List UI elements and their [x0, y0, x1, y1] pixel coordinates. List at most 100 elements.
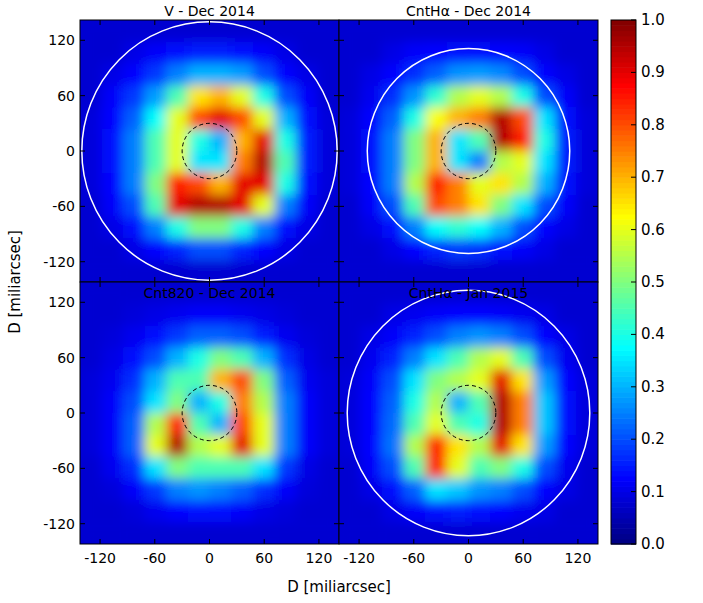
- x-tick-label: -120: [343, 550, 375, 566]
- cell: [469, 129, 491, 151]
- y-tick: [334, 357, 339, 358]
- colorbar-tick: [631, 177, 636, 178]
- cell: [123, 20, 145, 42]
- cell: [555, 326, 577, 348]
- cell: [296, 129, 318, 151]
- cell: [145, 42, 167, 64]
- colorbar-tick-label: 0.6: [641, 221, 665, 239]
- cell: [231, 151, 253, 173]
- cell: [274, 435, 296, 457]
- colorbar-step: [611, 51, 636, 57]
- cell: [210, 413, 232, 435]
- x-tick-label: 0: [205, 550, 214, 566]
- cell: [80, 217, 102, 239]
- colorbar-step: [611, 502, 636, 508]
- cell: [80, 282, 102, 304]
- colorbar-step: [611, 25, 636, 31]
- colorbar-step: [611, 308, 636, 314]
- colorbar-tick-label: 0.5: [641, 273, 665, 291]
- cell: [512, 42, 534, 64]
- cell: [382, 173, 404, 195]
- cell: [512, 173, 534, 195]
- cell: [231, 238, 253, 260]
- cell: [576, 195, 598, 217]
- cell: [533, 260, 555, 282]
- cell: [231, 195, 253, 217]
- cell: [382, 86, 404, 108]
- cell: [404, 479, 426, 501]
- cell: [317, 348, 339, 370]
- cell: [317, 479, 339, 501]
- cell: [166, 479, 188, 501]
- cell: [145, 238, 167, 260]
- cell: [123, 107, 145, 129]
- cell: [123, 129, 145, 151]
- colorbar-step: [611, 266, 636, 272]
- cell: [317, 304, 339, 326]
- x-tick: [209, 277, 210, 282]
- colorbar-step: [611, 497, 636, 503]
- colorbar-step: [611, 240, 636, 246]
- colorbar-step: [611, 277, 636, 283]
- x-tick-label: 60: [514, 550, 532, 566]
- cell: [469, 195, 491, 217]
- y-tick: [80, 40, 85, 41]
- colorbar-step: [611, 20, 636, 26]
- cell: [382, 151, 404, 173]
- cell: [512, 369, 534, 391]
- colorbar-step: [611, 298, 636, 304]
- cell: [490, 42, 512, 64]
- cell: [253, 435, 275, 457]
- cell: [145, 369, 167, 391]
- cell: [533, 151, 555, 173]
- colorbar-step: [611, 72, 636, 78]
- y-tick: [80, 357, 85, 358]
- colorbar-step: [611, 177, 636, 183]
- cell: [274, 282, 296, 304]
- cell: [102, 129, 124, 151]
- y-tick: [339, 413, 344, 414]
- panel-ground: [80, 282, 339, 544]
- cell: [102, 195, 124, 217]
- cell: [339, 173, 361, 195]
- cell: [231, 217, 253, 239]
- cell: [80, 413, 102, 435]
- cell: [425, 348, 447, 370]
- cell: [382, 435, 404, 457]
- cell: [274, 173, 296, 195]
- y-tick: [593, 523, 598, 524]
- colorbar-tick: [631, 334, 636, 335]
- colorbar-step: [611, 193, 636, 199]
- cell: [231, 457, 253, 479]
- colorbar-tick: [631, 282, 636, 283]
- cell: [166, 304, 188, 326]
- cell: [145, 129, 167, 151]
- cell: [447, 369, 469, 391]
- cell: [317, 20, 339, 42]
- x-tick: [100, 539, 101, 544]
- cell: [123, 64, 145, 86]
- cell: [361, 500, 383, 522]
- cell: [80, 391, 102, 413]
- colorbar-step: [611, 444, 636, 450]
- cell: [188, 522, 210, 544]
- cell: [231, 348, 253, 370]
- cell: [274, 195, 296, 217]
- cell: [188, 107, 210, 129]
- cell: [490, 173, 512, 195]
- cell: [102, 20, 124, 42]
- cell: [361, 260, 383, 282]
- colorbar-step: [611, 156, 636, 162]
- cell: [576, 500, 598, 522]
- cell: [490, 348, 512, 370]
- cell: [447, 64, 469, 86]
- cell: [166, 42, 188, 64]
- cell: [512, 20, 534, 42]
- colorbar-step: [611, 224, 636, 230]
- cell: [317, 282, 339, 304]
- cell: [296, 457, 318, 479]
- x-tick: [523, 277, 524, 282]
- cell: [296, 435, 318, 457]
- cell: [145, 173, 167, 195]
- cell: [576, 217, 598, 239]
